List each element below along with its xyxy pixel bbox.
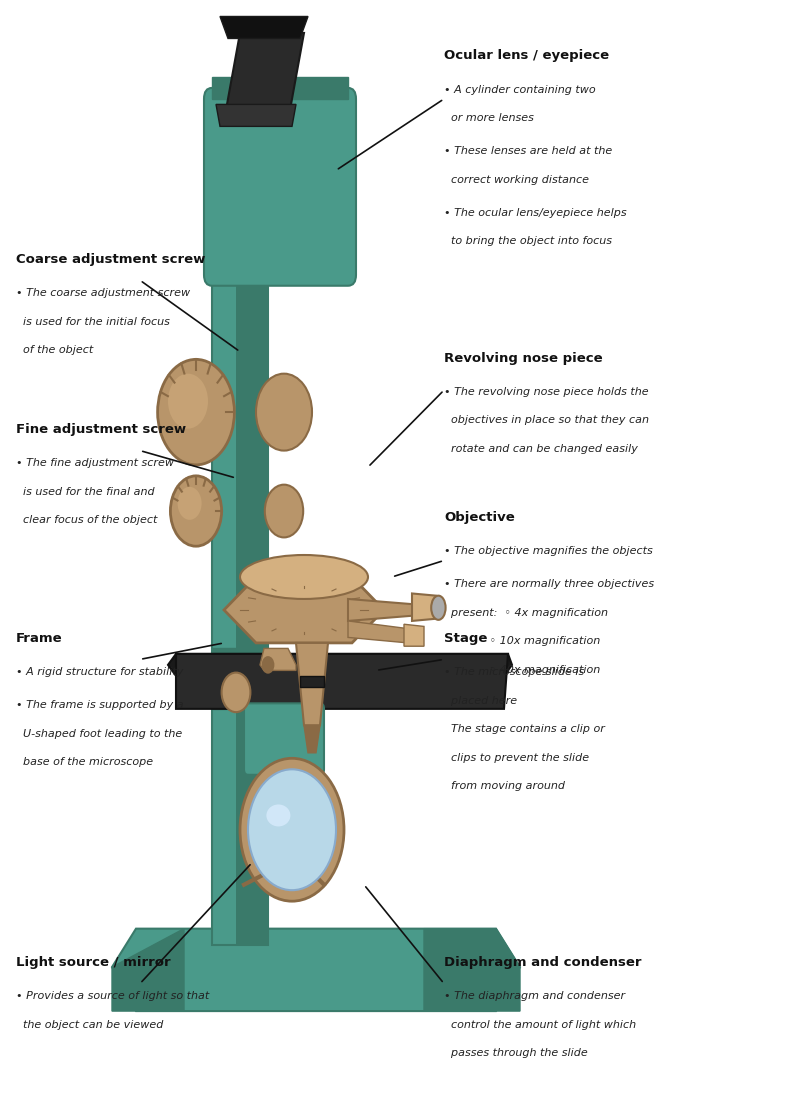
Polygon shape bbox=[220, 16, 308, 38]
Text: from moving around: from moving around bbox=[444, 781, 565, 791]
Polygon shape bbox=[212, 648, 268, 709]
Polygon shape bbox=[224, 577, 384, 643]
Text: is used for the initial focus: is used for the initial focus bbox=[16, 317, 170, 326]
Polygon shape bbox=[176, 654, 508, 709]
Circle shape bbox=[158, 359, 234, 465]
Text: • The microscope slide is: • The microscope slide is bbox=[444, 667, 584, 677]
Circle shape bbox=[222, 673, 250, 712]
Text: base of the microscope: base of the microscope bbox=[16, 757, 153, 767]
Text: • The coarse adjustment screw: • The coarse adjustment screw bbox=[16, 288, 190, 298]
Text: correct working distance: correct working distance bbox=[444, 175, 589, 185]
Circle shape bbox=[178, 487, 202, 520]
Text: • The frame is supported by a: • The frame is supported by a bbox=[16, 700, 184, 710]
Text: • Provides a source of light so that: • Provides a source of light so that bbox=[16, 991, 210, 1001]
Polygon shape bbox=[112, 929, 520, 1011]
Ellipse shape bbox=[431, 596, 446, 620]
Text: is used for the final and: is used for the final and bbox=[16, 487, 154, 497]
Ellipse shape bbox=[266, 804, 290, 826]
Text: clips to prevent the slide: clips to prevent the slide bbox=[444, 753, 589, 763]
Text: Ocular lens / eyepiece: Ocular lens / eyepiece bbox=[444, 49, 609, 63]
Circle shape bbox=[262, 656, 274, 674]
Polygon shape bbox=[424, 929, 520, 1011]
Polygon shape bbox=[296, 643, 328, 725]
Polygon shape bbox=[304, 725, 320, 753]
Text: Frame: Frame bbox=[16, 632, 62, 645]
Circle shape bbox=[168, 374, 208, 429]
Text: • The diaphragm and condenser: • The diaphragm and condenser bbox=[444, 991, 625, 1001]
Polygon shape bbox=[236, 198, 268, 945]
Text: Coarse adjustment screw: Coarse adjustment screw bbox=[16, 253, 206, 266]
Polygon shape bbox=[412, 593, 436, 621]
Text: passes through the slide: passes through the slide bbox=[444, 1048, 588, 1058]
Text: clear focus of the object: clear focus of the object bbox=[16, 515, 158, 525]
Polygon shape bbox=[260, 648, 296, 670]
Polygon shape bbox=[212, 77, 348, 99]
Polygon shape bbox=[168, 654, 512, 676]
Text: • The objective magnifies the objects: • The objective magnifies the objects bbox=[444, 546, 653, 556]
Text: the object can be viewed: the object can be viewed bbox=[16, 1020, 163, 1030]
Text: ◦ 40x magnification: ◦ 40x magnification bbox=[444, 665, 600, 675]
Polygon shape bbox=[348, 621, 408, 643]
Text: control the amount of light which: control the amount of light which bbox=[444, 1020, 636, 1030]
Text: • A cylinder containing two: • A cylinder containing two bbox=[444, 85, 596, 95]
Text: • The fine adjustment screw: • The fine adjustment screw bbox=[16, 458, 174, 468]
Polygon shape bbox=[300, 676, 324, 687]
Circle shape bbox=[240, 758, 344, 901]
Text: • A rigid structure for stability: • A rigid structure for stability bbox=[16, 667, 183, 677]
Text: rotate and can be changed easily: rotate and can be changed easily bbox=[444, 444, 638, 454]
Text: or more lenses: or more lenses bbox=[444, 113, 534, 123]
Text: to bring the object into focus: to bring the object into focus bbox=[444, 236, 612, 246]
FancyBboxPatch shape bbox=[244, 703, 324, 775]
Text: • The revolving nose piece holds the: • The revolving nose piece holds the bbox=[444, 387, 649, 397]
Text: Light source / mirror: Light source / mirror bbox=[16, 956, 170, 969]
FancyBboxPatch shape bbox=[204, 88, 356, 286]
Circle shape bbox=[248, 769, 336, 890]
Text: • There are normally three objectives: • There are normally three objectives bbox=[444, 579, 654, 589]
Circle shape bbox=[256, 374, 312, 451]
Text: Stage: Stage bbox=[444, 632, 487, 645]
Polygon shape bbox=[216, 104, 296, 126]
Text: present:  ◦ 4x magnification: present: ◦ 4x magnification bbox=[444, 608, 608, 618]
Polygon shape bbox=[348, 599, 416, 621]
Polygon shape bbox=[112, 929, 184, 1011]
Polygon shape bbox=[224, 33, 304, 121]
Ellipse shape bbox=[240, 555, 368, 599]
Circle shape bbox=[265, 485, 303, 537]
Text: U-shaped foot leading to the: U-shaped foot leading to the bbox=[16, 729, 182, 739]
Text: The stage contains a clip or: The stage contains a clip or bbox=[444, 724, 605, 734]
Text: of the object: of the object bbox=[16, 345, 94, 355]
Text: Fine adjustment screw: Fine adjustment screw bbox=[16, 423, 186, 436]
Text: placed here: placed here bbox=[444, 696, 517, 706]
Polygon shape bbox=[404, 624, 424, 646]
Circle shape bbox=[170, 476, 222, 546]
Text: • The ocular lens/eyepiece helps: • The ocular lens/eyepiece helps bbox=[444, 208, 626, 218]
Text: Diaphragm and condenser: Diaphragm and condenser bbox=[444, 956, 642, 969]
Text: Revolving nose piece: Revolving nose piece bbox=[444, 352, 602, 365]
Text: • These lenses are held at the: • These lenses are held at the bbox=[444, 146, 612, 156]
Text: objectives in place so that they can: objectives in place so that they can bbox=[444, 415, 649, 425]
Text: ◦ 10x magnification: ◦ 10x magnification bbox=[444, 636, 600, 646]
Text: Objective: Objective bbox=[444, 511, 514, 524]
Polygon shape bbox=[212, 198, 268, 945]
